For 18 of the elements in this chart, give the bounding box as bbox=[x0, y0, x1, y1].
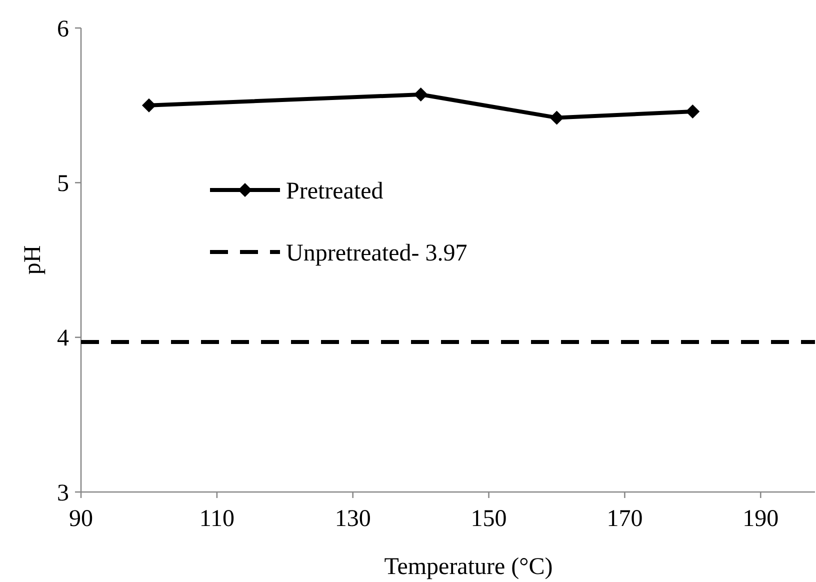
point bbox=[414, 88, 428, 102]
point bbox=[550, 110, 564, 125]
x-tick-label: 150 bbox=[470, 506, 507, 532]
x-tick-label: 130 bbox=[334, 506, 371, 532]
y-axis-title: pH bbox=[20, 245, 46, 275]
legend-label: Pretreated bbox=[286, 178, 384, 204]
x-tick-label: 170 bbox=[606, 506, 643, 532]
x-tick-label: 90 bbox=[69, 506, 93, 532]
y-tick-label: 6 bbox=[57, 16, 69, 42]
y-tick-label: 4 bbox=[57, 326, 69, 352]
y-tick-label: 5 bbox=[57, 171, 69, 198]
x-tick-label: 190 bbox=[742, 506, 779, 532]
x-axis-title: Temperature (°C) bbox=[384, 554, 553, 580]
point bbox=[686, 104, 700, 119]
legend-label: Unpretreated- 3.97 bbox=[286, 240, 468, 266]
x-tick-label: 110 bbox=[199, 506, 234, 532]
point bbox=[142, 98, 156, 112]
y-tick-label: 3 bbox=[57, 480, 69, 506]
